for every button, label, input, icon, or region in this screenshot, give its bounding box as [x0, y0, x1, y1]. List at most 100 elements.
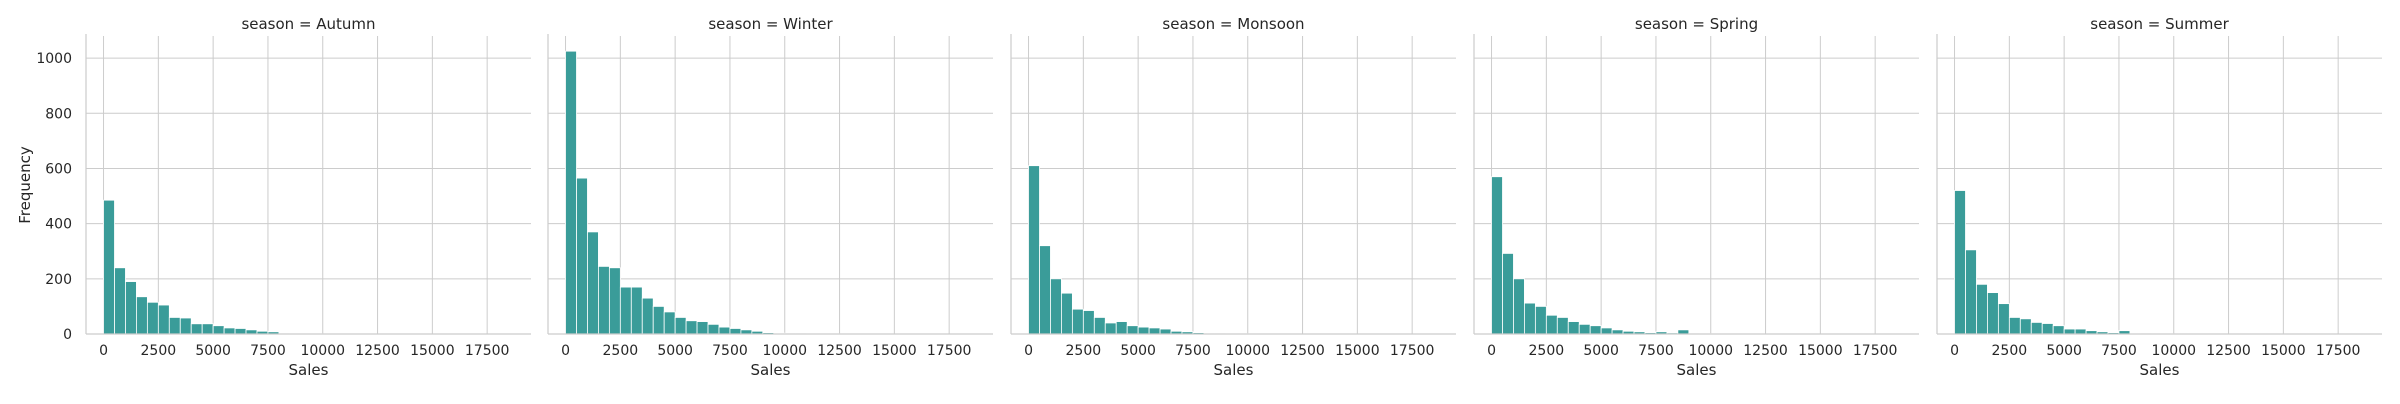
histogram-bar [1524, 303, 1535, 334]
x-tick-label: 10000 [1688, 343, 1733, 359]
x-tick-label: 2500 [1066, 343, 1102, 359]
x-tick-label: 0 [99, 343, 108, 359]
x-tick-label: 0 [1024, 343, 1033, 359]
histogram-bar [1998, 304, 2009, 334]
facet-title: season = Summer [2090, 15, 2229, 33]
histogram-bar [1601, 328, 1612, 334]
x-tick-label: 17500 [1390, 343, 1435, 359]
histogram-bar [1590, 326, 1601, 334]
histogram-bar [620, 287, 631, 334]
histogram-bar [202, 324, 213, 334]
histogram-bar [631, 287, 642, 334]
x-tick-label: 15000 [872, 343, 917, 359]
histogram-bar [675, 317, 686, 334]
histogram-bar [1039, 246, 1050, 334]
histogram-bar [1116, 322, 1127, 334]
histogram-bar [587, 232, 598, 334]
y-tick-label: 200 [45, 272, 72, 288]
x-tick-label: 17500 [2316, 343, 2361, 359]
histogram-bar [708, 324, 719, 334]
histogram-bar [169, 317, 180, 334]
x-tick-label: 7500 [2101, 343, 2137, 359]
histogram-bar [1138, 327, 1149, 334]
histogram-bar [224, 328, 235, 334]
x-tick-label: 5000 [657, 343, 693, 359]
x-tick-label: 17500 [465, 343, 510, 359]
x-tick-label: 10000 [300, 343, 345, 359]
x-axis-label: Sales [1214, 361, 1254, 379]
x-axis-label: Sales [1677, 361, 1717, 379]
histogram-bar [1955, 191, 1966, 334]
x-axis-label: Sales [289, 361, 329, 379]
histogram-bar [1127, 326, 1138, 334]
histogram-bar [2042, 324, 2053, 334]
facet-title: season = Spring [1635, 15, 1758, 33]
histogram-bar [1072, 309, 1083, 334]
y-tick-label: 800 [45, 106, 72, 122]
histogram-bar [1976, 284, 1987, 334]
x-tick-label: 15000 [410, 343, 455, 359]
x-tick-label: 2500 [603, 343, 639, 359]
histogram-bar [1029, 166, 1040, 334]
x-tick-label: 0 [1950, 343, 1959, 359]
histogram-bar [653, 306, 664, 334]
histogram-bar [114, 268, 125, 334]
histogram-bar [2075, 329, 2086, 334]
histogram-bar [1965, 250, 1976, 334]
x-tick-label: 2500 [1992, 343, 2028, 359]
x-tick-label: 7500 [1638, 343, 1674, 359]
histogram-bar [2053, 326, 2064, 334]
x-tick-label: 5000 [1120, 343, 1156, 359]
x-tick-label: 12500 [1743, 343, 1788, 359]
histogram-bar [1061, 293, 1072, 334]
x-tick-label: 7500 [250, 343, 286, 359]
histogram-bar [1678, 330, 1689, 334]
histogram-bar [2031, 322, 2042, 334]
histogram-bar [1083, 311, 1094, 334]
histogram-bar [1105, 323, 1116, 334]
histogram-bar [609, 268, 620, 334]
x-tick-label: 2500 [141, 343, 177, 359]
histogram-bar [598, 266, 609, 334]
histogram-bar [730, 328, 741, 334]
histogram-bar [1492, 177, 1503, 334]
x-tick-label: 5000 [195, 343, 231, 359]
x-tick-label: 12500 [1280, 343, 1325, 359]
histogram-bar [235, 328, 246, 334]
x-tick-label: 0 [1487, 343, 1496, 359]
facet-title: season = Autumn [241, 15, 375, 33]
x-tick-label: 0 [561, 343, 570, 359]
histogram-bar [1535, 306, 1546, 334]
histogram-bar [2009, 317, 2020, 334]
x-tick-label: 5000 [2046, 343, 2082, 359]
x-tick-label: 15000 [2261, 343, 2306, 359]
histogram-bar [1579, 324, 1590, 334]
facet-title: season = Monsoon [1162, 15, 1304, 33]
histogram-bar [1546, 315, 1557, 334]
histogram-bar [1160, 329, 1171, 334]
x-tick-label: 12500 [2206, 343, 2251, 359]
histogram-bar [191, 324, 202, 334]
histogram-bar [664, 312, 675, 334]
histogram-bar [566, 51, 577, 334]
histogram-bar [1987, 293, 1998, 334]
x-tick-label: 7500 [1175, 343, 1211, 359]
x-tick-label: 7500 [712, 343, 748, 359]
x-tick-label: 10000 [1225, 343, 1270, 359]
histogram-bar [719, 327, 730, 334]
histogram-bar [136, 297, 147, 334]
facet-title: season = Winter [708, 15, 833, 33]
histogram-bar [246, 330, 257, 334]
histogram-bar [576, 178, 587, 334]
histogram-bar [1557, 317, 1568, 334]
x-tick-label: 12500 [355, 343, 400, 359]
x-tick-label: 15000 [1798, 343, 1843, 359]
histogram-bar [147, 302, 158, 334]
y-axis-label: Frequency [16, 146, 34, 224]
histogram-bar [1612, 330, 1623, 334]
histogram-bar [642, 298, 653, 334]
x-axis-label: Sales [751, 361, 791, 379]
histogram-bar [180, 318, 191, 334]
